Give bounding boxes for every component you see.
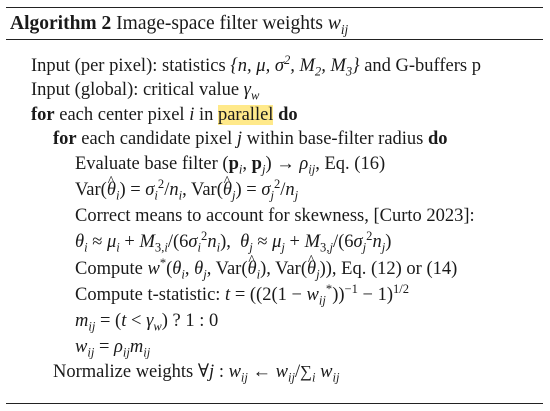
algorithm-label: Algorithm 2	[10, 13, 112, 34]
highlight-parallel: parallel	[217, 105, 274, 125]
line-variance: Var(θi) = σi2/ni, Var(θj) = σj2/nj	[75, 170, 298, 202]
line-compute-w: Compute w*(θi, θj, Var(θi), Var(θj)), Eq…	[75, 249, 457, 281]
algorithm-title: Image-space filter weights	[116, 13, 323, 34]
line-input-per-pixel: Input (per pixel): statistics {n, μ, σ2,…	[31, 52, 481, 79]
algorithm-title-var: wij	[327, 13, 349, 37]
line-t-statistic: Compute t-statistic: t = ((2(1 − wij*))−…	[75, 281, 410, 308]
line-m-ij: mij = (t < γw) ? 1 : 0	[75, 311, 219, 334]
line-correct-means: Correct means to account for skewness, […	[75, 206, 475, 226]
line-w-ij: wij = ρijmij	[75, 337, 151, 360]
line-for-center: for each center pixel i in parallel do	[31, 105, 298, 125]
line-input-global: Input (global): critical value γw	[31, 80, 260, 103]
line-theta-approx: θi ≈ μi + M3,i/(6σi2ni), θj ≈ μj + M3,j/…	[75, 228, 392, 255]
statistics-set: {n, μ, σ2, M2, M3}	[230, 52, 360, 79]
line-for-candidate: for each candidate pixel j within base-f…	[53, 129, 448, 149]
algorithm-box: Algorithm 2 Image-space filter weights w…	[6, 7, 543, 404]
algorithm-header: Algorithm 2 Image-space filter weights w…	[6, 8, 543, 40]
line-normalize: Normalize weights ∀j : wij ← wij/∑i wij	[53, 362, 340, 385]
base-filter-expr: (pi, pj) → ρij	[222, 154, 316, 177]
